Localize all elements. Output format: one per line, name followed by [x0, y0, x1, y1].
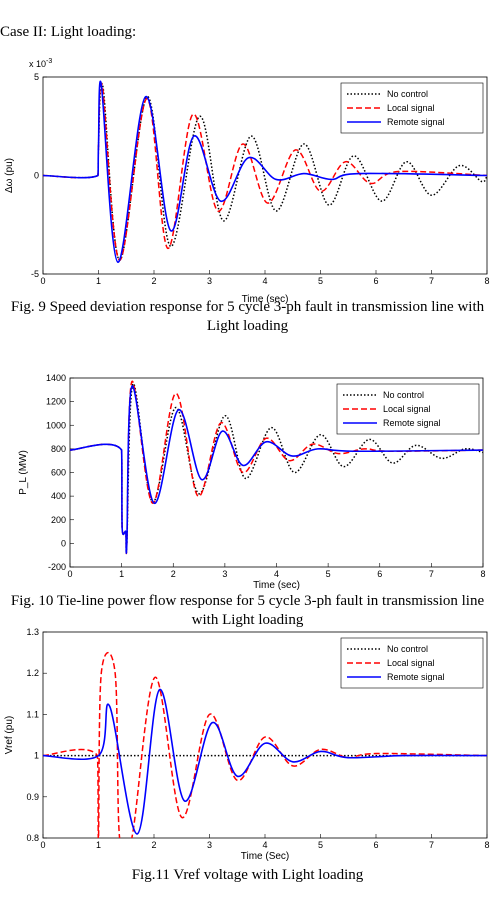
x-tick-label: 1 [96, 840, 101, 850]
x-tick-label: 8 [480, 569, 485, 579]
y-axis-label: P_L (MW) [18, 450, 29, 495]
y-tick-label: 1400 [46, 373, 66, 383]
series-line [43, 80, 487, 263]
x-axis-label: Time (sec) [242, 294, 289, 305]
y-tick-label: 1 [34, 751, 39, 761]
y-tick-label: -200 [48, 562, 66, 572]
y-tick-label: 0.8 [26, 833, 39, 843]
y-tick-label: 1.2 [26, 668, 39, 678]
x-tick-label: 4 [274, 569, 279, 579]
y-tick-label: 0 [61, 538, 66, 548]
y-tick-label: 400 [51, 491, 66, 501]
y-tick-label: 800 [51, 444, 66, 454]
y-scale-label: x 10-3 [29, 58, 52, 69]
legend-label: Remote signal [387, 117, 445, 127]
x-tick-label: 3 [207, 840, 212, 850]
y-tick-label: 1.3 [26, 627, 39, 637]
y-axis-label: Vref (pu) [4, 716, 15, 755]
x-tick-label: 6 [373, 840, 378, 850]
legend-label: Local signal [383, 404, 431, 414]
x-tick-label: 7 [429, 569, 434, 579]
legend-label: No control [387, 644, 428, 654]
legend-label: Local signal [387, 658, 435, 668]
y-scale-exponent: -3 [46, 58, 52, 65]
series-line [43, 82, 487, 261]
x-tick-label: 3 [207, 276, 212, 286]
x-tick-label: 5 [318, 840, 323, 850]
series-line [43, 688, 487, 835]
series-line [70, 385, 483, 554]
x-tick-label: 8 [484, 276, 489, 286]
x-tick-label: 2 [151, 840, 156, 850]
y-tick-label: 5 [34, 72, 39, 82]
y-tick-label: 200 [51, 515, 66, 525]
y-tick-label: 600 [51, 468, 66, 478]
y-tick-label: 0 [34, 171, 39, 181]
legend-label: Local signal [387, 103, 435, 113]
y-scale-base: x 10 [29, 59, 46, 69]
legend-label: No control [387, 89, 428, 99]
x-tick-label: 4 [262, 276, 267, 286]
legend-label: Remote signal [387, 672, 445, 682]
x-tick-label: 0 [40, 276, 45, 286]
section-title: Case II: Light loading: [0, 24, 136, 40]
x-tick-label: 0 [40, 840, 45, 850]
legend-label: Remote signal [383, 418, 441, 428]
x-tick-label: 1 [96, 276, 101, 286]
x-tick-label: 4 [262, 840, 267, 850]
x-tick-label: 5 [326, 569, 331, 579]
x-tick-label: 3 [222, 569, 227, 579]
x-tick-label: 7 [429, 840, 434, 850]
y-tick-label: 1.1 [26, 709, 39, 719]
x-tick-label: 2 [151, 276, 156, 286]
y-tick-label: -5 [31, 269, 39, 279]
y-axis-label: Δω (pu) [4, 158, 15, 193]
y-tick-label: 1000 [46, 420, 66, 430]
caption: Fig. 9 Speed deviation response for 5 cy… [10, 299, 485, 334]
x-tick-label: 6 [373, 276, 378, 286]
x-axis-label: Time (Sec) [241, 851, 290, 862]
legend-box [336, 383, 480, 435]
x-tick-label: 5 [318, 276, 323, 286]
x-tick-label: 6 [377, 569, 382, 579]
caption: Fig.11 Vref voltage with Light loading [131, 867, 364, 883]
series-line [70, 380, 483, 555]
x-tick-label: 7 [429, 276, 434, 286]
caption: Fig. 10 Tie-line power flow response for… [10, 593, 485, 628]
x-tick-label: 1 [119, 569, 124, 579]
y-tick-label: 1200 [46, 397, 66, 407]
x-tick-label: 8 [484, 840, 489, 850]
legend-label: No control [383, 390, 424, 400]
legend-box [340, 637, 484, 689]
x-tick-label: 2 [171, 569, 176, 579]
x-tick-label: 0 [67, 569, 72, 579]
legend-box [340, 82, 484, 134]
y-tick-label: 0.9 [26, 792, 39, 802]
x-axis-label: Time (sec) [253, 580, 300, 591]
